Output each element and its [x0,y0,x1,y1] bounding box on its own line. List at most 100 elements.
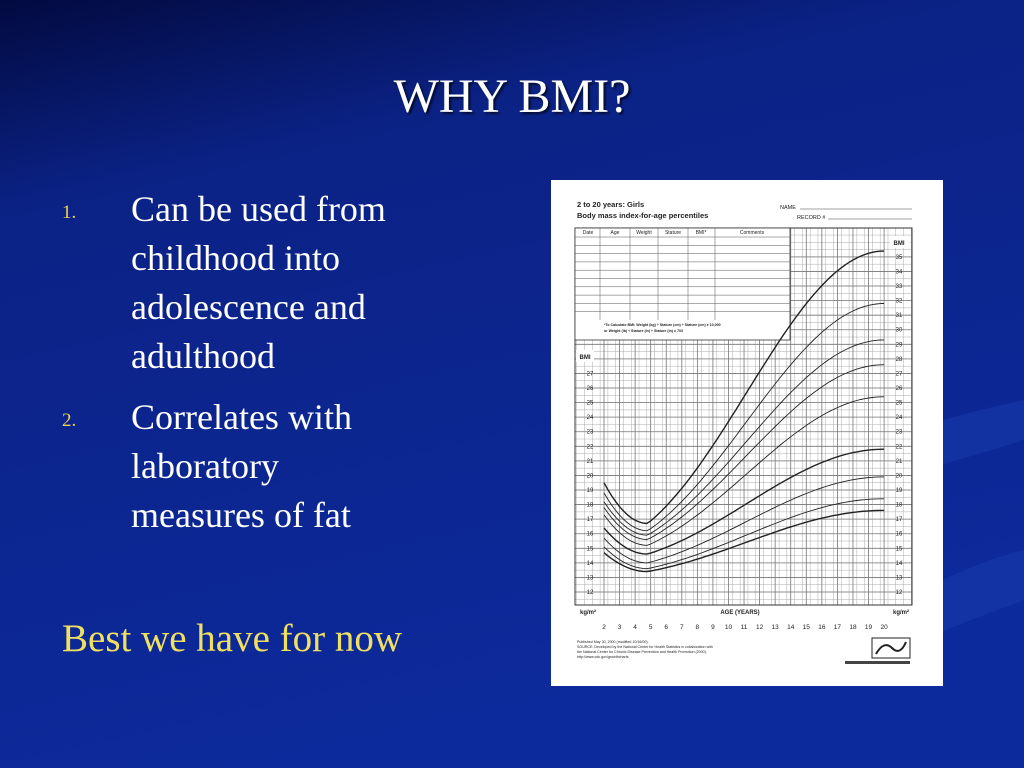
table-header: Weight [636,230,652,236]
table-header: Age [611,230,620,236]
y-tick-label: 16 [896,532,903,538]
y-tick-label: 22 [896,444,903,450]
list-text: adulthood [131,336,275,376]
y-tick-label: 23 [896,430,903,436]
numbered-list: 1. Can be used from childhood into adolesce… [62,189,386,535]
y-tick-label: 26 [587,386,594,392]
y-tick-label: 16 [587,532,594,538]
y-tick-label: 30 [896,328,903,334]
y-tick-label: 14 [587,561,594,567]
x-tick-label: 5 [649,624,653,631]
list-text: Correlates with [131,397,352,437]
y-tick-label: 14 [896,561,903,567]
y-tick-label: 29 [896,342,903,348]
y-tick-label: 12 [587,590,594,596]
list-text: Can be used from [131,189,386,229]
y-tick-label: 31 [896,313,903,319]
label-cell [700,607,780,616]
x-tick-label: 7 [680,624,684,631]
slide-title: WHY BMI? [394,70,631,123]
y-axis-label: BMI [894,241,905,247]
y-tick-label: 17 [587,517,594,523]
x-tick-label: 20 [880,624,888,631]
percentile-curve [603,339,885,536]
label-cell [890,236,910,248]
list-text: laboratory [131,446,279,486]
name-label: NAME [780,205,796,211]
y-tick-label: 27 [896,371,903,377]
percentile-curve [603,498,885,570]
y-tick-label: 18 [896,503,903,509]
percentile-curve [603,250,885,525]
list-text: childhood into [131,238,340,278]
growth-chart-image: 2 to 20 years: Girls Body mass index-for-… [551,180,943,686]
percentile-curve [603,303,885,532]
y-tick-label: 20 [896,473,903,479]
footnote: http://www.cdc.gov/growthcharts [577,655,629,659]
y-tick-label: 28 [896,357,903,363]
label-cell [576,350,594,362]
y-tick-label: 25 [896,401,903,407]
y-tick-label: 15 [896,546,903,552]
record-label: RECORD # [797,215,826,221]
x-tick-label: 12 [756,624,764,631]
y-tick-label: 17 [896,517,903,523]
y-tick-label: 27 [587,371,594,377]
y-axis-label: BMI [580,355,591,361]
y-tick-label: 23 [587,430,594,436]
x-tick-label: 16 [818,624,826,631]
y-tick-label: 33 [896,284,903,290]
y-tick-label: 15 [587,546,594,552]
list-text: adolescence and [131,287,366,327]
footnote: SOURCE: Developed by the National Center… [577,645,713,649]
x-tick-label: 11 [741,624,748,631]
y-tick-label: 34 [896,269,903,275]
x-tick-label: 18 [849,624,857,631]
closing-text: Best we have for now [62,617,402,660]
percentile-curve [603,364,885,540]
y-tick-label: 13 [896,575,903,581]
x-axis-label: AGE (YEARS) [720,610,759,616]
formula: *To Calculate BMI: Weight (kg) ÷ Stature… [604,323,721,327]
y-tick-label: 19 [587,488,594,494]
y-tick-label: 20 [587,473,594,479]
y-tick-label: 24 [896,415,903,421]
unit-label: kg/m² [893,609,909,616]
x-tick-label: 13 [772,624,780,631]
formula: or Weight (lb) ÷ Stature (in) ÷ Stature … [604,329,683,333]
y-tick-label: 26 [896,386,903,392]
y-tick-label: 24 [587,415,594,421]
logo-bar [845,661,910,664]
record-table [574,227,791,341]
x-tick-label: 3 [618,624,622,631]
y-tick-label: 18 [587,503,594,509]
y-tick-label: 19 [896,488,903,494]
x-tick-label: 10 [725,624,733,631]
x-tick-label: 19 [865,624,873,631]
chart-subtitle: Body mass index-for-age percentiles [577,211,708,220]
x-tick-label: 4 [633,624,637,631]
x-tick-label: 17 [834,624,842,631]
footnote: the National Center for Chronic Disease … [577,650,707,654]
y-tick-label: 13 [587,575,594,581]
list-number: 1. [62,202,76,223]
list-number: 2. [62,410,76,431]
table-header: Comments [740,230,765,236]
x-tick-label: 8 [696,624,700,631]
y-tick-label: 35 [896,255,903,261]
y-tick-label: 32 [896,299,903,305]
x-tick-label: 14 [787,624,795,631]
percentile-curve [603,509,885,573]
x-tick-label: 6 [664,624,668,631]
x-tick-label: 9 [711,624,715,631]
list-text: measures of fat [131,495,351,535]
y-tick-label: 12 [896,590,903,596]
x-tick-label: 2 [602,624,606,631]
logo-mark [875,641,907,655]
y-tick-label: 21 [587,459,594,465]
table-header: Date [583,230,594,236]
x-tick-label: 15 [803,624,811,631]
unit-label: kg/m² [580,609,596,616]
percentile-curve [603,476,885,564]
